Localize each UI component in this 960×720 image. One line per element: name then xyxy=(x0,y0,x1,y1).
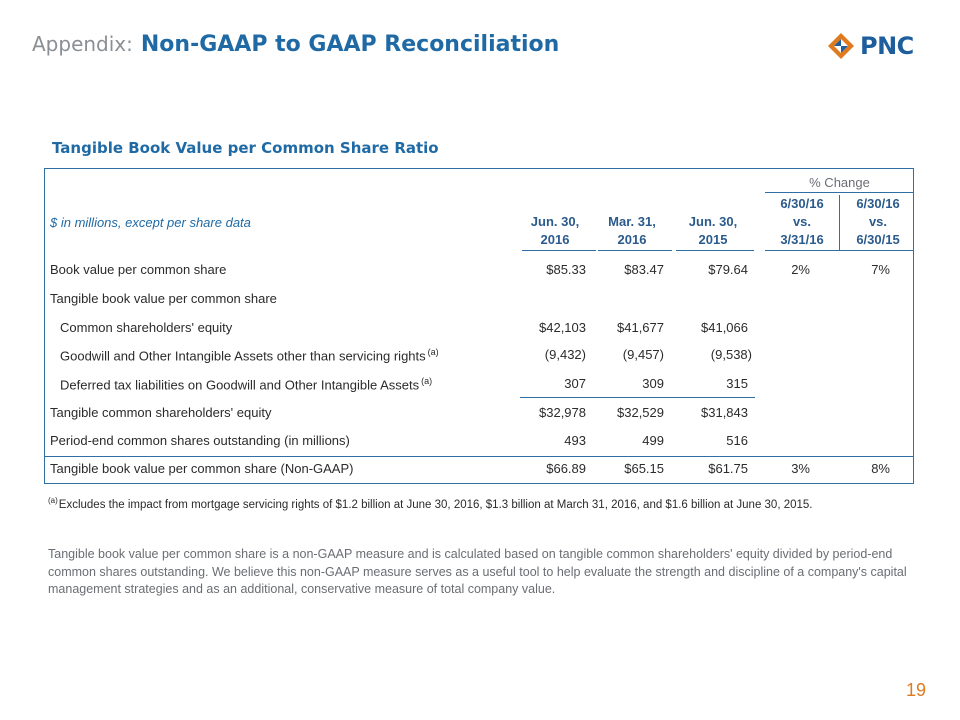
col-header-line: vs. xyxy=(792,214,812,229)
cell-value: 516 xyxy=(726,433,748,448)
col-header-line: 6/30/16 xyxy=(856,196,900,211)
cell-pct: 8% xyxy=(871,461,890,476)
row-label-goodwill: Goodwill and Other Intangible Assets oth… xyxy=(60,347,439,363)
col-header-line: 3/31/16 xyxy=(780,232,824,247)
footnote: (a)Excludes the impact from mortgage ser… xyxy=(48,496,813,511)
row-label-text: Deferred tax liabilities on Goodwill and… xyxy=(60,377,420,393)
cell-value: $32,529 xyxy=(617,405,664,420)
row-label-shares-outstanding: Period-end common shares outstanding (in… xyxy=(50,433,350,448)
cell-value: $65.15 xyxy=(624,461,664,476)
col-header-line: 2016 xyxy=(540,232,570,247)
units-label: $ in millions, except per share data xyxy=(50,215,251,230)
cell-value: (9,432) xyxy=(544,347,586,362)
col-header-jun-2016: Jun. 30, 2016 xyxy=(522,213,588,249)
footnote-marker: (a) xyxy=(427,347,439,357)
col-header-underline xyxy=(676,250,754,251)
col-header-line: Jun. 30, xyxy=(530,214,580,229)
cell-value: 499 xyxy=(642,433,664,448)
pct-change-underline xyxy=(765,192,914,193)
row-label-common-equity: Common shareholders' equity xyxy=(60,320,233,335)
cell-value: 309 xyxy=(642,376,664,391)
row-label-text: Goodwill and Other Intangible Assets oth… xyxy=(60,348,426,364)
col-header-pct-y: 6/30/16 vs. 6/30/15 xyxy=(842,195,914,249)
col-header-underline xyxy=(598,250,672,251)
cell-value: $41,677 xyxy=(617,320,664,335)
row-label-tangible-section: Tangible book value per common share xyxy=(50,291,277,306)
cell-value: $41,066 xyxy=(701,320,748,335)
cell-value: $32,978 xyxy=(539,405,586,420)
pnc-logo-icon xyxy=(828,33,854,59)
explanatory-paragraph: Tangible book value per common share is … xyxy=(48,547,907,596)
col-header-line: Jun. 30, xyxy=(688,214,738,229)
row-label-deferred-tax: Deferred tax liabilities on Goodwill and… xyxy=(60,376,432,392)
row-label-tangible-bvps: Tangible book value per common share (No… xyxy=(50,461,354,476)
col-header-pct-q: 6/30/16 vs. 3/31/16 xyxy=(766,195,838,249)
col-header-line: vs. xyxy=(868,214,888,229)
cell-pct: 3% xyxy=(791,461,810,476)
cell-value: $42,103 xyxy=(539,320,586,335)
col-header-line: 2016 xyxy=(617,232,647,247)
total-rule xyxy=(45,456,913,457)
cell-value: (9,538) xyxy=(710,347,752,362)
cell-value: $31,843 xyxy=(701,405,748,420)
cell-value: $79.64 xyxy=(708,262,748,277)
col-header-mar-2016: Mar. 31, 2016 xyxy=(599,213,665,249)
pct-change-separator xyxy=(839,195,840,251)
cell-value: $61.75 xyxy=(708,461,748,476)
pct-change-header: % Change xyxy=(809,175,870,190)
col-header-line: 6/30/15 xyxy=(856,232,900,247)
cell-value: 315 xyxy=(726,376,748,391)
col-header-line: Mar. 31, xyxy=(608,214,656,229)
cell-pct: 7% xyxy=(871,262,890,277)
subtotal-rule xyxy=(520,397,755,398)
col-header-line: 6/30/16 xyxy=(780,196,824,211)
cell-value: (9,457) xyxy=(622,347,664,362)
page-number: 19 xyxy=(906,680,927,700)
page-title: Non-GAAP to GAAP Reconciliation xyxy=(140,32,560,57)
table-frame xyxy=(44,168,914,484)
col-header-jun-2015: Jun. 30, 2015 xyxy=(680,213,746,249)
col-header-line: 2015 xyxy=(698,232,728,247)
cell-value: $66.89 xyxy=(546,461,586,476)
row-label-tangible-equity: Tangible common shareholders' equity xyxy=(50,405,272,420)
footnote-marker: (a) xyxy=(421,376,433,386)
logo-text: PNC xyxy=(860,32,914,60)
pnc-logo: PNC xyxy=(826,30,914,62)
col-header-underline xyxy=(522,250,596,251)
footnote-text: Excludes the impact from mortgage servic… xyxy=(58,498,813,511)
row-label-book-value: Book value per common share xyxy=(50,262,227,277)
col-header-underline xyxy=(765,250,914,251)
cell-value: 493 xyxy=(564,433,586,448)
cell-value: $83.47 xyxy=(624,262,664,277)
cell-pct: 2% xyxy=(791,262,810,277)
footnote-marker: (a) xyxy=(48,496,58,505)
header-prefix: Appendix: xyxy=(32,32,133,56)
cell-value: 307 xyxy=(564,376,586,391)
page-header: Appendix: Non-GAAP to GAAP Reconciliation xyxy=(32,32,559,62)
cell-value: $85.33 xyxy=(546,262,586,277)
section-title: Tangible Book Value per Common Share Rat… xyxy=(52,139,439,157)
